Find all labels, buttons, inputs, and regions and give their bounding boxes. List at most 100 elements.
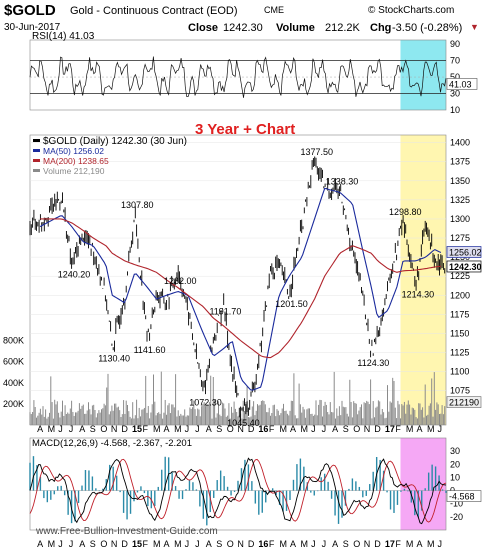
rsi-label: RSI(14) 41.03 xyxy=(32,31,95,42)
x-tick-label-bottom: A xyxy=(206,539,212,549)
price-annotation: 1072.30 xyxy=(189,398,222,408)
price-tick-label: 1075 xyxy=(450,386,470,396)
price-frame xyxy=(29,134,447,426)
x-tick-label-bottom: J xyxy=(185,539,190,549)
x-tick-label-bottom: O xyxy=(227,539,234,549)
x-tick-label-bottom: 16 xyxy=(258,539,268,549)
x-tick-label-bottom: F xyxy=(269,539,275,549)
instrument-name: Gold - Continuous Contract (EOD) xyxy=(70,5,238,17)
x-tick-label-bottom: D xyxy=(248,539,255,549)
rsi-line xyxy=(29,56,447,98)
price-annotation: 1214.30 xyxy=(402,289,435,299)
x-tick-label-bottom: N xyxy=(237,539,244,549)
macd-tick-label: 20 xyxy=(450,459,460,469)
last-price-text: 1242.30 xyxy=(449,262,482,272)
x-tick-label: J xyxy=(438,424,443,434)
price-annotation: 1232.00 xyxy=(164,276,197,286)
x-tick-label-bottom: J xyxy=(195,539,200,549)
price-annotation: 1141.60 xyxy=(134,345,166,355)
x-tick-label-bottom: M xyxy=(174,539,182,549)
rsi-value-text: 41.03 xyxy=(449,79,472,89)
x-tick-label-bottom: 17 xyxy=(385,539,395,549)
x-tick-label: D xyxy=(374,424,381,434)
price-annotation: 1240.20 xyxy=(58,270,91,280)
close-value: 1242.30 xyxy=(223,22,263,34)
rsi-value-tag xyxy=(446,78,478,90)
price-annotation: 1045.40 xyxy=(227,418,260,428)
volume-label: Volume xyxy=(276,22,315,34)
volume-value: 212.2K xyxy=(325,22,360,34)
x-tick-label-bottom: A xyxy=(164,539,170,549)
macd-value-tag xyxy=(446,490,482,502)
price-tick-label: 1300 xyxy=(450,214,470,224)
x-tick-label-bottom: J xyxy=(438,539,443,549)
macd-value-text: -4.568 xyxy=(449,492,475,502)
x-tick-label-bottom: A xyxy=(332,539,338,549)
x-tick-label: N xyxy=(364,424,371,434)
last-price-tag xyxy=(446,260,482,273)
x-tick-label-bottom: M xyxy=(406,539,414,549)
x-tick-label-bottom: A xyxy=(416,539,422,549)
x-tick-label: M xyxy=(301,424,309,434)
rsi-tick-label: 50 xyxy=(450,72,460,82)
chg-label: Chg xyxy=(370,22,392,34)
x-tick-label: 17 xyxy=(385,424,395,434)
x-tick-label: F xyxy=(269,424,275,434)
x-tick-label-bottom: J xyxy=(69,539,74,549)
rsi-frame xyxy=(29,39,447,111)
legend-entry: MA(200) 1238.65 xyxy=(43,156,109,166)
x-tick-label: O xyxy=(227,424,234,434)
x-axis: AAMMJJJJAASSOONNDD1515FFMMAAMMJJJJAASSOO… xyxy=(37,424,442,549)
price-tick-label: 1175 xyxy=(450,309,469,319)
x-tick-label: A xyxy=(37,424,43,434)
price-tick-label: 1125 xyxy=(450,348,469,358)
watermark: www.Free-Bullion-Investment-Guide.com xyxy=(35,526,218,537)
macd-tick-label: -10 xyxy=(450,499,463,509)
price-tick-label: 1225 xyxy=(450,271,470,281)
x-tick-label: F xyxy=(395,424,401,434)
x-tick-label: A xyxy=(332,424,338,434)
down-arrow-icon: ▼ xyxy=(470,22,479,32)
x-tick-label: S xyxy=(90,424,96,434)
x-tick-label-bottom: O xyxy=(353,539,360,549)
price-tick-label: 1350 xyxy=(450,176,470,186)
x-tick-label: 15 xyxy=(132,424,142,434)
x-tick-label-bottom: M xyxy=(427,539,435,549)
chart-date: 30-Jun-2017 xyxy=(4,22,61,33)
volume-tag-text: 212190 xyxy=(449,398,479,408)
x-tick-label-bottom: O xyxy=(100,539,107,549)
symbol: $GOLD xyxy=(4,2,56,19)
x-tick-label-bottom: D xyxy=(374,539,381,549)
x-tick-label-bottom: N xyxy=(364,539,371,549)
price-annotation: 1130.40 xyxy=(98,353,130,363)
rsi-tick-label: 30 xyxy=(450,89,460,99)
x-tick-label: M xyxy=(427,424,435,434)
x-tick-label: J xyxy=(185,424,190,434)
last-price-tag xyxy=(446,246,482,258)
ma200-line xyxy=(40,218,441,359)
price-tick-label: 1275 xyxy=(450,233,470,243)
x-tick-label: J xyxy=(69,424,74,434)
x-tick-label: O xyxy=(353,424,360,434)
x-tick-label-bottom: A xyxy=(37,539,43,549)
x-tick-label-bottom: M xyxy=(279,539,287,549)
volume-tick-label: 800K xyxy=(3,336,24,346)
price-annotation: 1124.30 xyxy=(357,358,389,368)
price-panel: 1400137513501325130012751250122512001175… xyxy=(3,121,482,428)
price-annotation: 1338.30 xyxy=(326,177,359,187)
macd-label: MACD(12,26,9) -4.568, -2.367, -2.201 xyxy=(32,438,192,449)
price-tick-label: 1400 xyxy=(450,138,470,148)
price-annotation: 1201.50 xyxy=(275,299,308,309)
x-tick-label: A xyxy=(290,424,296,434)
last-price-text: 1256.02 xyxy=(449,248,482,258)
x-tick-label: M xyxy=(153,424,161,434)
volume-tick-label: 600K xyxy=(3,357,24,367)
volume-tick-label: 400K xyxy=(3,378,24,388)
x-tick-label-bottom: M xyxy=(301,539,309,549)
macd-signal-line xyxy=(29,458,447,523)
price-tick-label: 1200 xyxy=(450,290,470,300)
legend-swatch xyxy=(33,149,40,152)
x-tick-label-bottom: S xyxy=(90,539,96,549)
x-tick-label: 16 xyxy=(258,424,268,434)
rsi-tick-label: 70 xyxy=(450,56,460,66)
